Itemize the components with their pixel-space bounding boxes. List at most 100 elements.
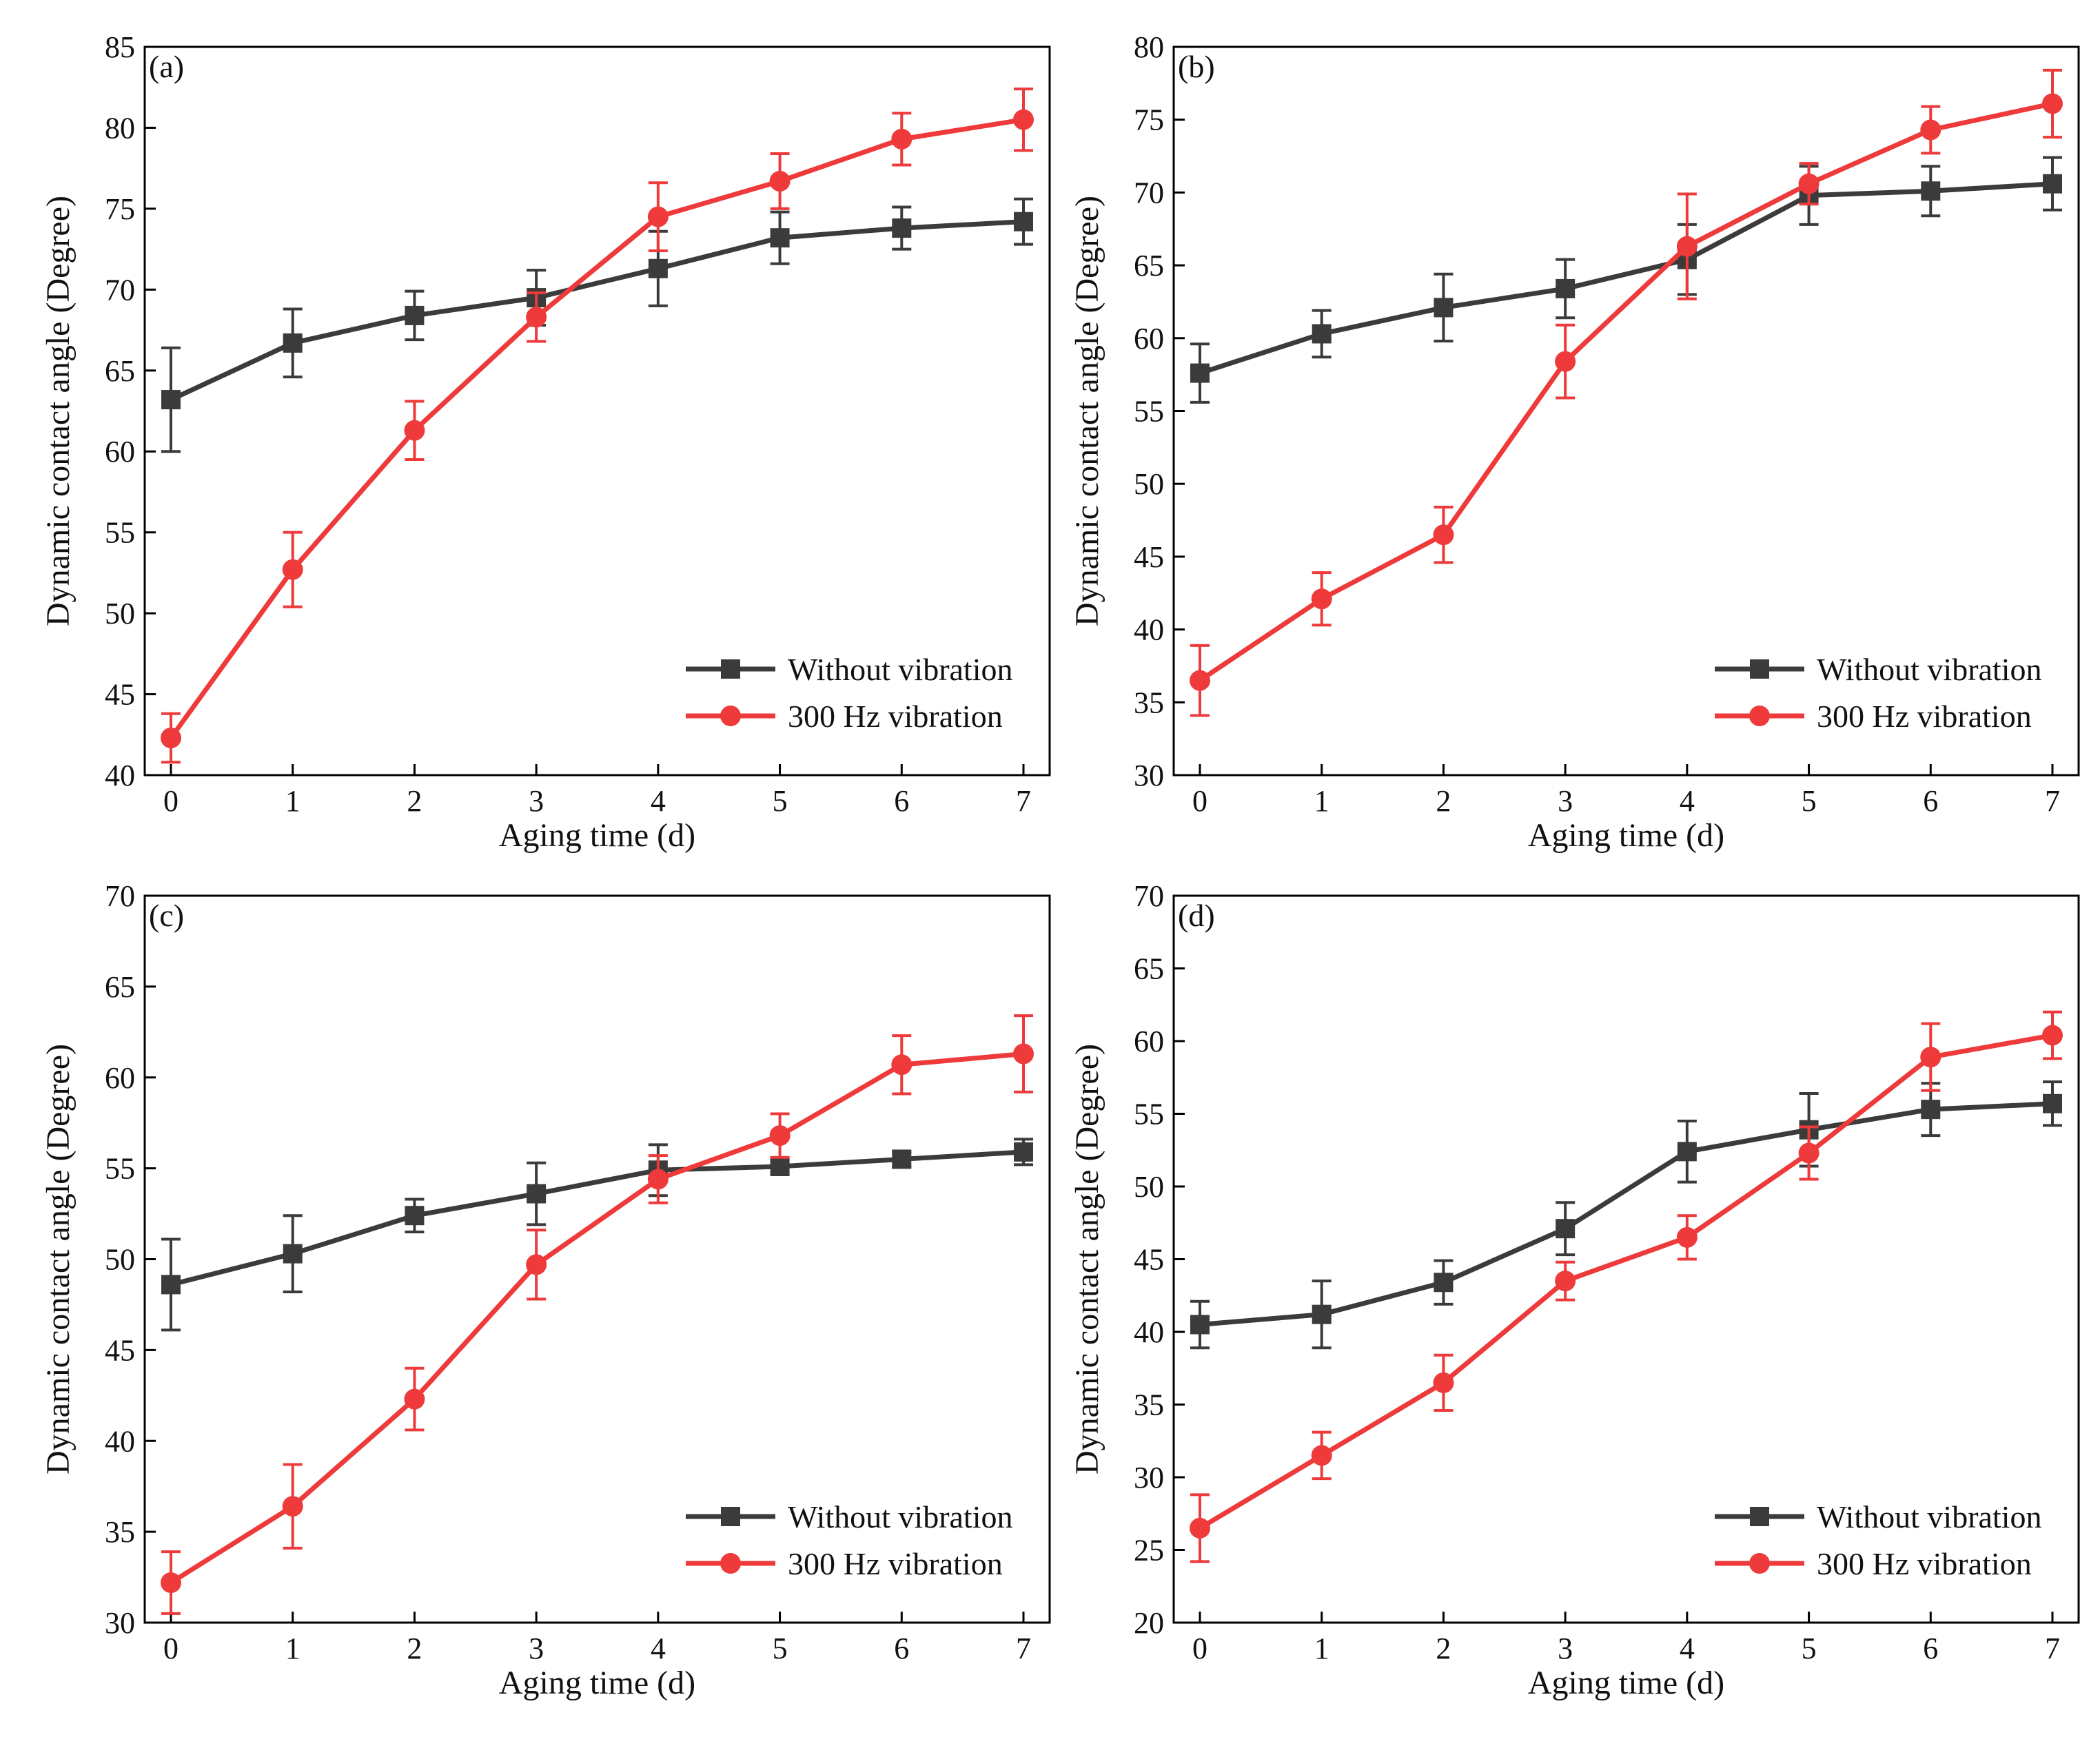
legend-entry-without: Without vibration — [1715, 652, 2042, 687]
y-tick-label: 50 — [1134, 1170, 1164, 1204]
data-point-circle — [161, 727, 181, 748]
data-point-circle — [2042, 1025, 2063, 1046]
y-axis-label: Dynamic contact angle (Degree) — [40, 196, 77, 626]
panel-label: (c) — [149, 898, 184, 933]
data-point-circle — [647, 1169, 669, 1190]
data-point-circle — [647, 206, 669, 227]
data-point-circle — [1555, 351, 1576, 372]
data-point-square — [1312, 324, 1332, 344]
y-tick-label: 45 — [105, 678, 135, 712]
x-tick-label: 1 — [1314, 784, 1329, 818]
y-tick-label: 40 — [1134, 613, 1164, 647]
series-vibration — [1190, 68, 2063, 717]
legend-entry-without: Without vibration — [686, 1499, 1013, 1534]
legend-label: Without vibration — [1817, 652, 2042, 687]
y-tick-label: 35 — [1134, 686, 1164, 719]
y-tick-label: 85 — [105, 30, 135, 64]
data-point-square — [1921, 1100, 1941, 1120]
x-tick-label: 4 — [1680, 784, 1695, 818]
series-line-without — [1199, 1101, 2053, 1327]
series-line-vibration — [169, 117, 1024, 740]
legend-entry-without: Without vibration — [1715, 1499, 2042, 1534]
y-tick-label: 30 — [1134, 1461, 1164, 1494]
x-tick-label: 6 — [894, 1632, 909, 1665]
x-tick-label: 6 — [894, 784, 909, 818]
data-point-square — [892, 218, 912, 238]
legend-marker-square — [721, 1507, 740, 1526]
y-tick-label: 75 — [1134, 103, 1164, 137]
y-tick-label: 45 — [1134, 540, 1164, 574]
data-point-square — [2043, 1093, 2062, 1113]
y-tick-label: 25 — [1134, 1534, 1164, 1568]
y-axis-label: Dynamic contact angle (Degree) — [1069, 1044, 1105, 1474]
series-vibration — [161, 1014, 1034, 1615]
data-point-circle — [769, 170, 791, 192]
data-point-square — [770, 228, 790, 248]
y-axis-label: Dynamic contact angle (Degree) — [1069, 196, 1105, 626]
data-point-circle — [282, 1496, 303, 1517]
data-point-circle — [1311, 588, 1332, 610]
legend-marker-square — [1750, 659, 1769, 679]
data-point-square — [770, 1156, 790, 1176]
x-tick-label: 6 — [1923, 1632, 1938, 1665]
series-without — [161, 197, 1033, 453]
data-point-circle — [1013, 1043, 1034, 1065]
y-tick-label: 40 — [105, 1424, 135, 1458]
data-point-square — [1190, 1315, 1210, 1335]
x-tick-label: 7 — [2045, 1632, 2060, 1665]
data-point-square — [1190, 363, 1210, 383]
data-point-square — [161, 390, 181, 410]
x-tick-label: 7 — [2045, 784, 2060, 818]
x-tick-label: 5 — [1802, 784, 1817, 818]
x-tick-label: 5 — [1802, 1632, 1817, 1665]
data-point-square — [527, 1184, 547, 1204]
data-point-circle — [1676, 236, 1698, 257]
y-tick-label: 40 — [105, 759, 135, 792]
legend-marker-circle — [720, 1553, 741, 1574]
y-tick-label: 65 — [105, 354, 135, 388]
data-point-square — [405, 305, 425, 325]
series-line-vibration — [170, 1051, 1024, 1585]
data-point-circle — [1013, 109, 1034, 130]
series-line-without — [1199, 181, 2053, 376]
x-tick-label: 3 — [529, 1632, 544, 1665]
data-point-circle — [891, 1054, 913, 1076]
x-tick-label: 3 — [1558, 1632, 1573, 1665]
y-tick-label: 65 — [1134, 952, 1164, 986]
y-tick-label: 70 — [105, 273, 135, 307]
legend-marker-square — [721, 659, 740, 679]
legend-entry-vibration: 300 Hz vibration — [1715, 1546, 2032, 1581]
x-tick-label: 7 — [1016, 1632, 1031, 1665]
y-tick-label: 50 — [105, 597, 135, 630]
data-point-circle — [404, 1388, 425, 1410]
x-tick-label: 1 — [1314, 1632, 1329, 1665]
y-tick-label: 60 — [105, 435, 135, 469]
x-tick-label: 0 — [163, 784, 179, 818]
data-point-circle — [526, 307, 547, 328]
y-tick-label: 60 — [1134, 1025, 1164, 1058]
y-tick-label: 40 — [1134, 1315, 1164, 1349]
y-tick-label: 65 — [1134, 249, 1164, 282]
data-point-circle — [1798, 1142, 1819, 1164]
legend-label: 300 Hz vibration — [1817, 1546, 2032, 1581]
x-tick-label: 3 — [529, 784, 544, 818]
series-line-vibration — [1199, 1033, 2053, 1530]
legend-entry-vibration: 300 Hz vibration — [686, 699, 1003, 734]
data-point-circle — [1676, 1226, 1698, 1248]
x-tick-label: 5 — [773, 1632, 788, 1665]
data-point-circle — [1190, 670, 1210, 691]
data-point-square — [1014, 212, 1033, 232]
data-point-circle — [2042, 93, 2063, 114]
panel-label: (a) — [149, 49, 184, 84]
data-point-square — [892, 1149, 912, 1169]
x-tick-label: 0 — [1192, 1632, 1207, 1665]
data-point-square — [2043, 174, 2062, 194]
data-point-square — [1434, 298, 1454, 318]
x-tick-label: 1 — [285, 1632, 300, 1665]
y-tick-label: 65 — [105, 970, 135, 1004]
x-tick-label: 5 — [773, 784, 788, 818]
x-tick-label: 2 — [1436, 784, 1451, 818]
data-point-circle — [1920, 119, 1941, 141]
x-axis-label: Aging time (d) — [1528, 817, 1724, 854]
